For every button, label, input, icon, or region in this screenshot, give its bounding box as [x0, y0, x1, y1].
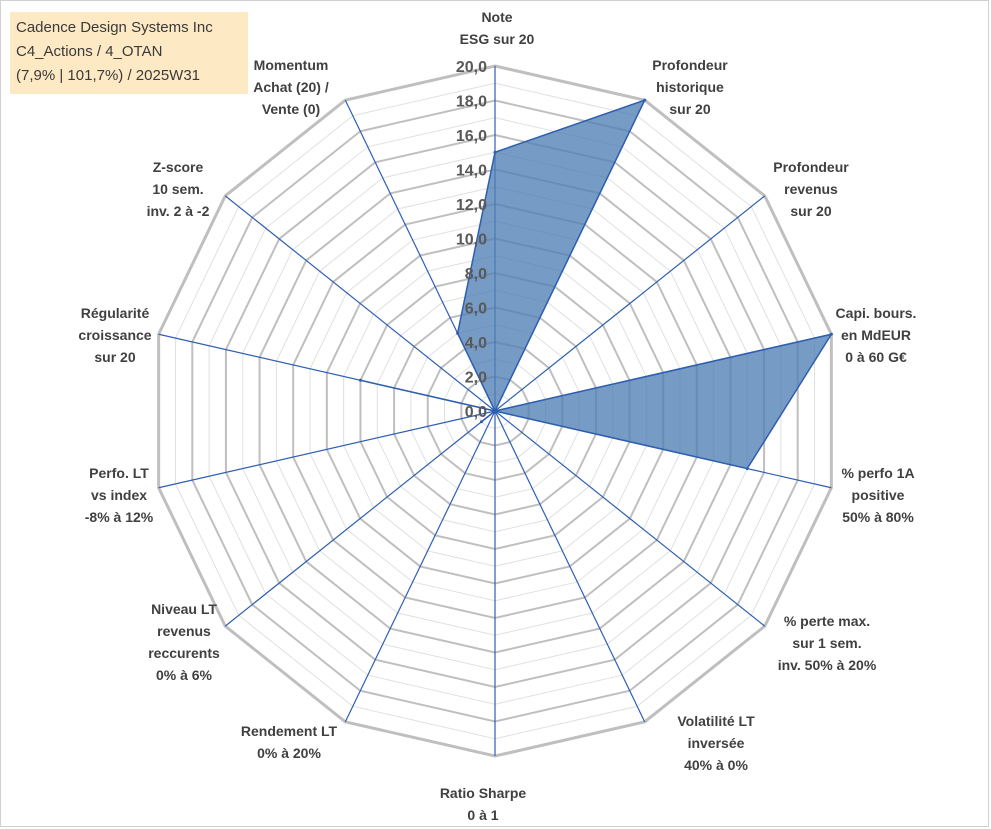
radial-tick-label: 0,0	[465, 404, 487, 421]
axis-label-line: sur 1 sem.	[792, 635, 861, 651]
spoke-line	[494, 195, 766, 412]
axis-label-line: 0 à 1	[467, 807, 498, 823]
axis-label-line: Profondeur	[773, 159, 849, 175]
axis-label-line: positive	[852, 487, 905, 503]
spoke-line	[494, 410, 646, 723]
series-area	[360, 98, 833, 470]
axis-label: Profondeur revenus sur 20	[773, 159, 849, 219]
data-point	[643, 98, 647, 102]
axis-label: Note ESG sur 20	[460, 9, 535, 47]
axis-label-line: 50% à 80%	[842, 509, 914, 525]
data-point	[829, 332, 833, 336]
axis-label-line: 0 à 60 G€	[845, 349, 907, 365]
axis-label-line: Note	[481, 9, 512, 25]
axis-label-line: Achat (20) /	[253, 79, 329, 95]
radial-tick-label: 12,0	[456, 197, 487, 214]
axis-label-line: 0% à 20%	[257, 745, 321, 761]
axis-label: Régularité croissance sur 20	[78, 305, 151, 365]
axis-label-line: Niveau LT	[151, 601, 217, 617]
axis-label-line: Volatilité LT	[677, 713, 755, 729]
axis-label: % perte max. sur 1 sem. inv. 50% à 20%	[778, 613, 877, 673]
axis-label-line: inv. 50% à 20%	[778, 657, 877, 673]
axis-label-line: sur 20	[669, 101, 710, 117]
axis-label: Rendement LT 0% à 20%	[241, 723, 338, 761]
data-point	[358, 378, 362, 382]
axis-label-line: vs index	[91, 487, 147, 503]
radial-tick-label: 6,0	[465, 301, 487, 318]
axis-label-line: Rendement LT	[241, 723, 338, 739]
axis-label-line: ESG sur 20	[460, 31, 535, 47]
data-point	[745, 467, 749, 471]
radial-tick-label: 4,0	[465, 335, 487, 352]
axis-label: Profondeur historique sur 20	[652, 57, 728, 117]
axis-label-line: Profondeur	[652, 57, 728, 73]
axis-label-line: Capi. bours.	[836, 305, 917, 321]
axis-label-line: inv. 2 à -2	[147, 203, 210, 219]
axis-label-line: Régularité	[81, 305, 150, 321]
axis-label-line: Momentum	[254, 57, 329, 73]
radial-tick-label: 20,0	[456, 59, 487, 76]
axis-label: Momentum Achat (20) / Vente (0)	[253, 57, 329, 117]
axis-label: Niveau LT revenus reccurents 0% à 6%	[148, 601, 220, 683]
data-point	[480, 420, 484, 424]
spoke-line	[224, 410, 496, 627]
radial-tick-label: 8,0	[465, 266, 487, 283]
spoke-line	[158, 410, 496, 489]
axis-label-line: % perfo 1A	[841, 465, 914, 481]
title-line-category: C4_Actions / 4_OTAN	[16, 43, 163, 60]
axis-label-line: 40% à 0%	[684, 757, 748, 773]
axis-label-line: Ratio Sharpe	[440, 785, 527, 801]
axis-label-line: Vente (0)	[262, 101, 320, 117]
axis-label-line: Z-score	[153, 159, 204, 175]
axis-label-line: 10 sem.	[152, 181, 203, 197]
radial-tick-label: 14,0	[456, 163, 487, 180]
axis-labels: Note ESG sur 20 Profondeur historique sur 20…	[78, 9, 916, 823]
axis-label-line: -8% à 12%	[85, 509, 154, 525]
radial-tick-label: 2,0	[465, 370, 487, 387]
axis-label-line: % perte max.	[784, 613, 870, 629]
data-point	[493, 409, 497, 413]
axis-label-line: 0% à 6%	[156, 667, 213, 683]
axis-label-line: revenus	[157, 623, 211, 639]
axis-label: Capi. bours. en MdEUR 0 à 60 G€	[836, 305, 917, 365]
spoke-line	[344, 410, 496, 723]
axis-label-line: Perfo. LT	[89, 465, 149, 481]
data-point	[493, 150, 497, 154]
axis-label: Volatilité LT inversée 40% à 0%	[677, 713, 755, 773]
axis-label-line: sur 20	[94, 349, 135, 365]
spoke-line	[494, 410, 766, 627]
axis-label: Perfo. LT vs index -8% à 12%	[85, 465, 154, 525]
axis-label-line: reccurents	[148, 645, 220, 661]
title-line-company: Cadence Design Systems Inc	[16, 19, 213, 36]
radial-tick-label: 10,0	[456, 232, 487, 249]
title-line-stats: (7,9% | 101,7%) / 2025W31	[16, 67, 200, 84]
axis-label-line: sur 20	[790, 203, 831, 219]
axis-label: Z-score 10 sem. inv. 2 à -2	[147, 159, 210, 219]
radial-tick-labels: 0,0 2,0 4,0 6,0 8,0 10,0 12,0 14,0 16,0 18,0 20,0	[456, 59, 487, 421]
spoke-line	[224, 195, 496, 412]
axis-label-line: historique	[656, 79, 724, 95]
axis-label-line: revenus	[784, 181, 838, 197]
axis-label: % perfo 1A positive 50% à 80%	[841, 465, 914, 525]
title-box: Cadence Design Systems Inc C4_Actions / …	[10, 12, 248, 94]
series-layer	[358, 98, 833, 471]
axis-label-line: en MdEUR	[841, 327, 911, 343]
axis-label: Ratio Sharpe 0 à 1	[440, 785, 527, 823]
axis-label-line: croissance	[78, 327, 151, 343]
axis-label-line: inversée	[688, 735, 745, 751]
radial-tick-label: 18,0	[456, 94, 487, 111]
data-point	[456, 331, 460, 335]
radial-tick-label: 16,0	[456, 128, 487, 145]
